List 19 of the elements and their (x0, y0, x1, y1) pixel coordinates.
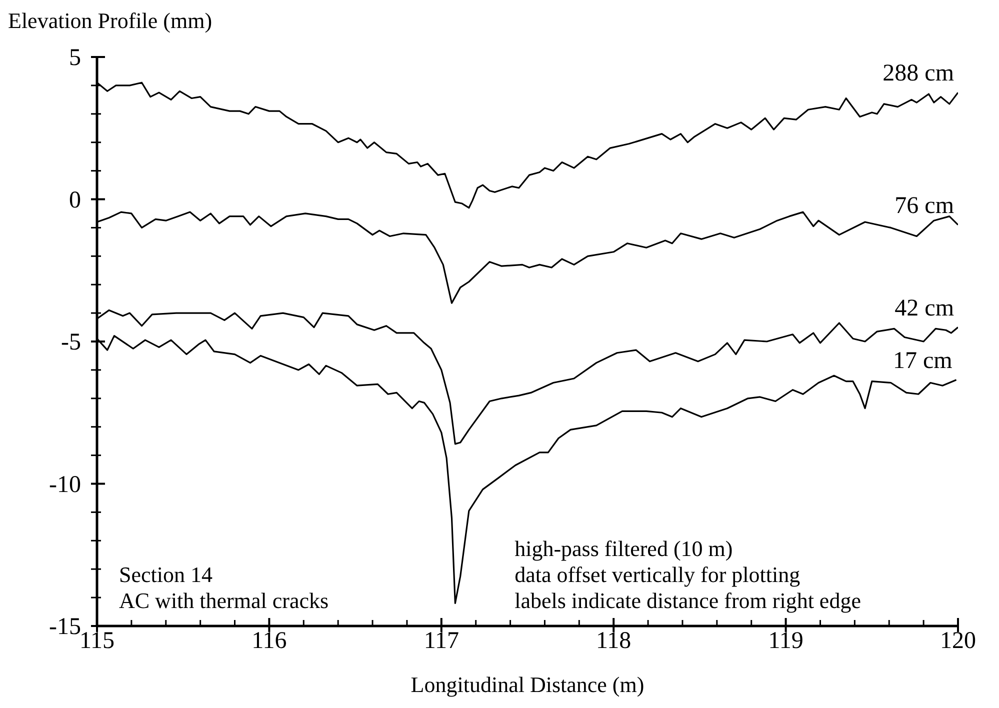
y-tick-label: -15 (49, 614, 81, 640)
x-tick-label: 120 (940, 628, 976, 654)
x-tick-label: 116 (252, 628, 287, 654)
y-tick-label: -5 (61, 330, 81, 356)
x-tick-label: 119 (768, 628, 804, 654)
annotation: Section 14 AC with thermal cracks (119, 562, 329, 613)
x-axis-title: Longitudinal Distance (m) (410, 672, 644, 697)
series-label: 76 cm (894, 192, 954, 219)
y-tick-label: -10 (49, 472, 81, 498)
series-label: 42 cm (894, 295, 954, 322)
x-tick-label: 118 (596, 628, 632, 654)
x-tick-label: 117 (424, 628, 459, 654)
series-label: 17 cm (892, 348, 953, 374)
x-tick-label: 115 (79, 628, 115, 654)
y-tick-label: 5 (69, 45, 81, 71)
series-label: 288 cm (882, 60, 954, 87)
y-axis-title: Elevation Profile (mm) (8, 8, 212, 34)
annotation: high-pass filtered (10 m) data offset vertically for plotting labels indicate distance from right edge (514, 536, 861, 613)
y-tick-label: 0 (69, 187, 81, 214)
